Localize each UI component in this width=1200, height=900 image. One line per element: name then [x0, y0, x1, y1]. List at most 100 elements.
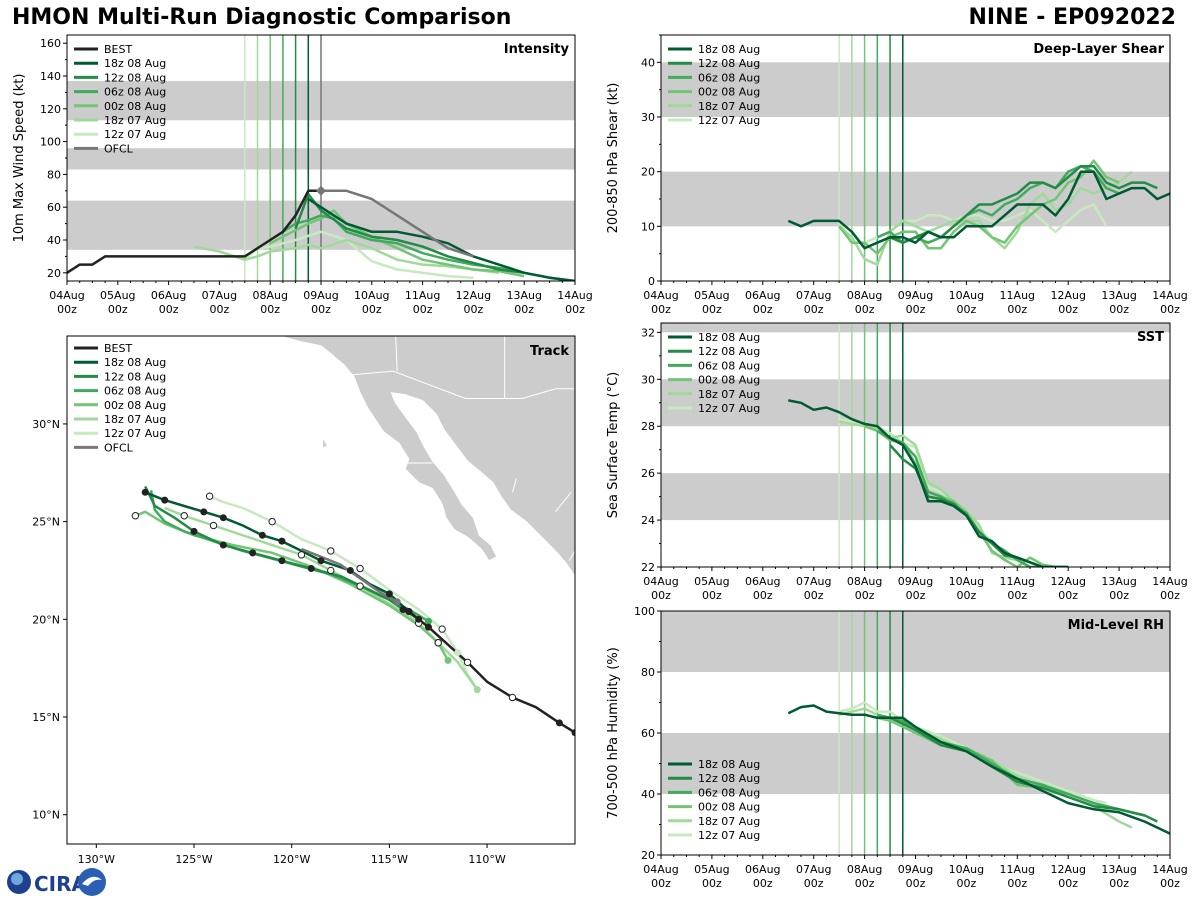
intensity-xtick-day: 11Aug: [405, 289, 440, 302]
rh-xtick-day: 06Aug: [745, 863, 780, 876]
sst-xtick-day: 04Aug: [643, 575, 678, 588]
rh-legend-label-18z-08-aug: 18z 08 Aug: [698, 758, 760, 771]
intensity-xtick-day: 05Aug: [100, 289, 135, 302]
sst-xtick-hour: 00z: [753, 589, 773, 602]
rh-xtick-hour: 00z: [702, 877, 722, 890]
rh-xtick-day: 05Aug: [694, 863, 729, 876]
track-marker-open-12z-07-aug: [438, 625, 446, 633]
shear-xtick-hour: 00z: [957, 303, 977, 316]
shear-xtick-day: 12Aug: [1050, 289, 1085, 302]
intensity-plot-area: [67, 35, 575, 281]
rh-xtick-day: 13Aug: [1101, 863, 1136, 876]
track-marker-best: [405, 607, 413, 615]
track-chart: 130°W 125°W 120°W 115°W 110°W 10°N 15°N 20°N 25°…: [32, 335, 576, 866]
track-marker-18z-08-aug: [141, 488, 149, 496]
sst-xtick-day: 11Aug: [1000, 575, 1035, 588]
shear-ytick-label: 40: [641, 56, 655, 69]
shear-ylabel: 200-850 hPa Shear (kt): [606, 83, 621, 234]
rh-band-1: [661, 611, 1170, 672]
shear-ytick-label: 10: [641, 220, 655, 233]
track-marker-12z-08-aug: [399, 606, 407, 614]
track-marker-open-12z-07-aug: [356, 564, 364, 573]
track-xtick-label: 130°W: [78, 853, 115, 866]
rh-xtick-hour: 00z: [957, 877, 977, 890]
rh-series-06z-08-aug: [877, 713, 1145, 817]
track-frame: [66, 335, 576, 845]
sst-band-0: [661, 473, 1170, 521]
track-marker-18z-08-aug: [200, 508, 208, 516]
track-marker-18z-08-aug: [317, 557, 325, 565]
sst-title: SST: [1137, 330, 1164, 345]
track-marker-12z-07-aug: [454, 649, 462, 657]
intensity-legend-label-06z-08-aug: 06z 08 Aug: [104, 86, 166, 99]
shear-xtick-day: 11Aug: [1000, 289, 1035, 302]
intensity-xtick-hour: 00z: [565, 303, 585, 316]
track-ytick-label: 15°N: [32, 711, 60, 724]
rh-ytick-label: 80: [641, 666, 655, 679]
shear-plot-area: [661, 35, 1170, 281]
track-xtick-label: 125°W: [175, 853, 212, 866]
rh-xtick-day: 12Aug: [1050, 863, 1085, 876]
track-ytick-label: 20°N: [32, 613, 60, 626]
track-series-best: [408, 610, 575, 734]
intensity-ytick-label: 60: [47, 201, 61, 214]
track-marker-open-18z-07-aug: [209, 521, 218, 530]
sst-legend-label-12z-07-aug: 12z 07 Aug: [698, 402, 760, 415]
track-border-us-mexico: [348, 370, 575, 400]
rh-xtick-hour: 00z: [1160, 877, 1180, 890]
shear-xtick-hour: 00z: [1160, 303, 1180, 316]
sst-xtick-day: 10Aug: [949, 575, 984, 588]
rh-plot-area: [661, 611, 1170, 855]
cira-swirl-icon: [78, 868, 106, 896]
intensity-series-best: [67, 189, 321, 274]
intensity-xtick-hour: 00z: [260, 303, 280, 316]
sst-legend-label-12z-08-aug: 12z 08 Aug: [698, 345, 760, 358]
track-marker-12z-08-aug: [278, 557, 286, 565]
track-marker-18z-08-aug: [161, 496, 169, 504]
sst-chart: 22242628303204Aug00z05Aug00z06Aug00z07Au…: [606, 322, 1188, 602]
track-marker-open-best: [508, 693, 517, 702]
shear-legend-label-12z-07-aug: 12z 07 Aug: [698, 114, 760, 127]
intensity-title: Intensity: [504, 42, 570, 57]
track-legend-label-12z-07-aug: 12z 07 Aug: [104, 427, 166, 440]
intensity-ytick-label: 140: [40, 70, 61, 83]
sst-xtick-hour: 00z: [702, 589, 722, 602]
track-legend-label-18z-07-aug: 18z 07 Aug: [104, 413, 166, 426]
shear-xtick-day: 10Aug: [949, 289, 984, 302]
shear-band-0: [661, 171, 1170, 227]
shear-xtick-day: 06Aug: [745, 289, 780, 302]
sst-xtick-day: 12Aug: [1050, 575, 1085, 588]
shear-xtick-hour: 00z: [906, 303, 926, 316]
intensity-xtick-day: 14Aug: [557, 289, 592, 302]
track-border-mx-states: [511, 478, 575, 561]
track-ytick-label: 25°N: [32, 516, 60, 529]
sst-xtick-hour: 00z: [1109, 589, 1129, 602]
track-marker-open-12z-07-aug: [268, 517, 276, 526]
rh-xtick-hour: 00z: [753, 877, 773, 890]
sst-xtick-hour: 00z: [906, 589, 926, 602]
sst-plot-area: [661, 323, 1170, 567]
rh-chart: 2040608010004Aug00z05Aug00z06Aug00z07Aug…: [606, 605, 1188, 890]
rh-xtick-hour: 00z: [651, 877, 671, 890]
intensity-ytick-label: 80: [47, 168, 61, 181]
track-marker-12z-08-aug: [307, 565, 315, 573]
track-marker-06z-08-aug: [424, 617, 432, 625]
track-island-guadalupe: [322, 439, 327, 448]
rh-xtick-day: 10Aug: [949, 863, 984, 876]
sst-band-1: [661, 379, 1170, 427]
intensity-xtick-day: 12Aug: [456, 289, 491, 302]
intensity-xtick-day: 09Aug: [303, 289, 338, 302]
track-ytick-label: 30°N: [32, 418, 60, 431]
track-plot-area: [131, 336, 575, 737]
intensity-series-06z-08-aug: [282, 214, 525, 275]
track-legend-label-00z-08-aug: 00z 08 Aug: [104, 399, 166, 412]
shear-legend-label-18z-07-aug: 18z 07 Aug: [698, 100, 760, 113]
shear-xtick-day: 13Aug: [1101, 289, 1136, 302]
track-marker-18z-08-aug: [385, 590, 393, 598]
intensity-series-ofcl: [321, 189, 474, 258]
rh-legend-label-12z-07-aug: 12z 07 Aug: [698, 829, 760, 842]
intensity-xtick-hour: 00z: [413, 303, 433, 316]
shear-xtick-day: 14Aug: [1152, 289, 1187, 302]
sst-xtick-hour: 00z: [804, 589, 824, 602]
